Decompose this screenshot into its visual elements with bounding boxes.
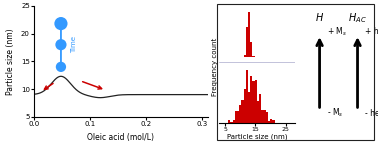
Bar: [270, 119, 273, 123]
Text: $H$: $H$: [315, 11, 324, 23]
Bar: [255, 80, 257, 123]
X-axis label: Oleic acid (mol/L): Oleic acid (mol/L): [87, 133, 155, 141]
Y-axis label: Particle size (nm): Particle size (nm): [6, 28, 15, 95]
Bar: [253, 56, 255, 57]
Bar: [266, 112, 268, 123]
Point: [58, 44, 64, 46]
Bar: [242, 100, 243, 123]
Bar: [273, 120, 274, 123]
Bar: [268, 121, 270, 123]
Y-axis label: Frequency count: Frequency count: [212, 37, 218, 95]
Text: + M$_s$: + M$_s$: [327, 25, 347, 38]
Text: + heat: + heat: [365, 27, 378, 36]
Bar: [228, 120, 230, 123]
Bar: [253, 81, 255, 123]
Bar: [250, 42, 253, 57]
Text: $H_{AC}$: $H_{AC}$: [348, 11, 367, 25]
Bar: [239, 105, 242, 123]
Point: [58, 66, 64, 68]
Bar: [232, 120, 235, 123]
Text: - M$_s$: - M$_s$: [327, 107, 344, 119]
Bar: [248, 12, 250, 57]
Text: Time: Time: [71, 36, 77, 53]
Text: - heat: - heat: [365, 108, 378, 118]
Point: [58, 22, 64, 25]
Bar: [230, 122, 232, 123]
Bar: [243, 55, 246, 57]
Bar: [259, 94, 261, 123]
X-axis label: Particle size (nm): Particle size (nm): [227, 133, 287, 140]
Bar: [246, 70, 248, 123]
Bar: [257, 101, 259, 123]
Bar: [235, 111, 237, 123]
Bar: [237, 111, 239, 123]
Bar: [243, 89, 246, 123]
Bar: [248, 92, 250, 123]
Bar: [263, 110, 266, 123]
Bar: [250, 76, 253, 123]
Bar: [261, 110, 263, 123]
Bar: [246, 27, 248, 57]
